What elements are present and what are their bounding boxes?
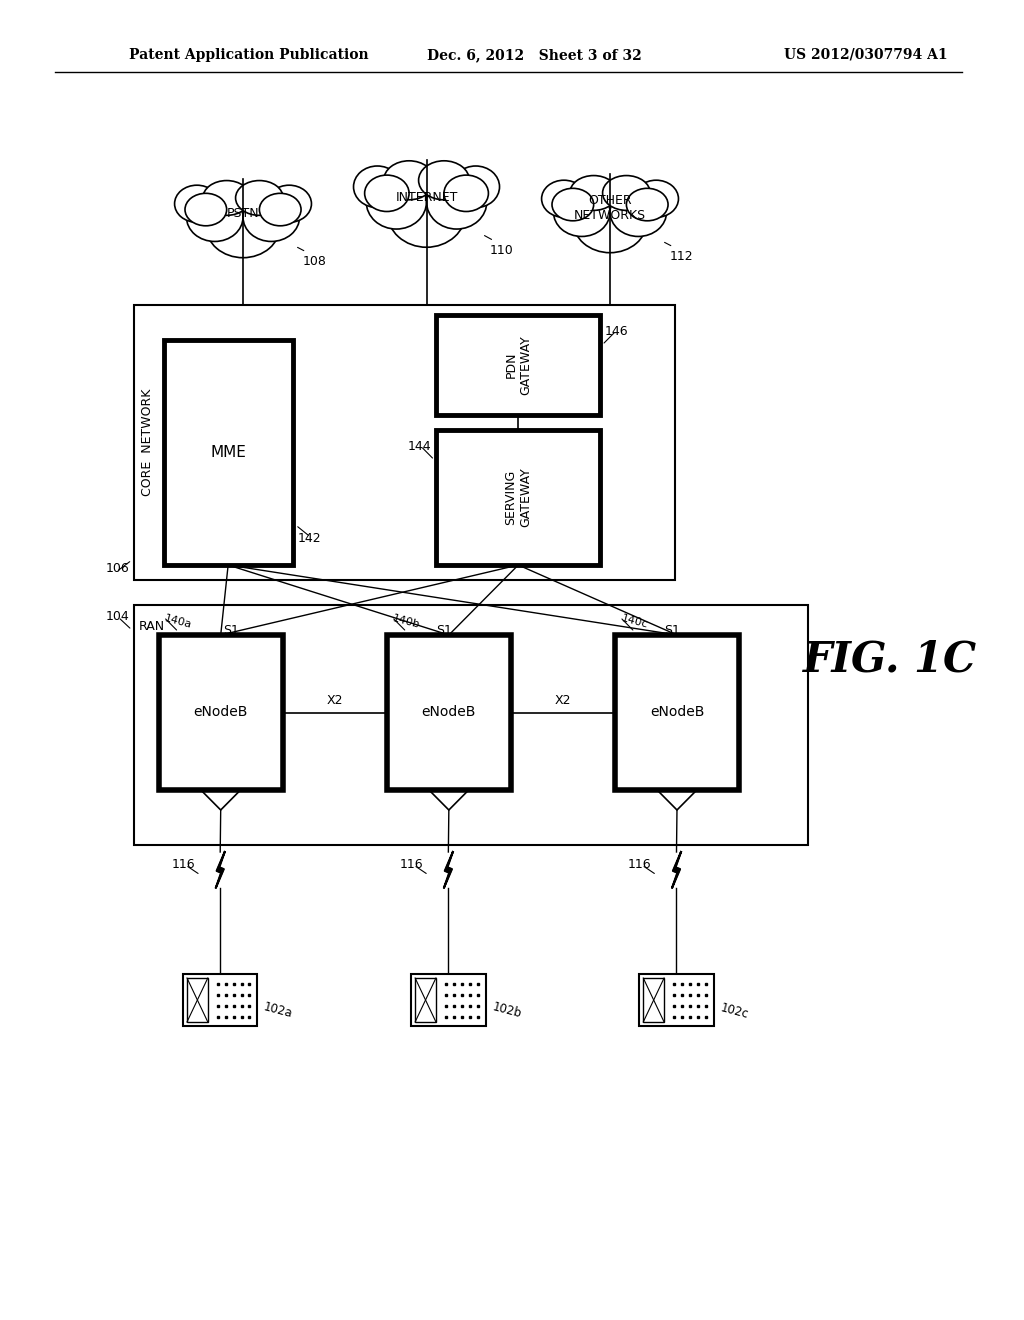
Text: eNodeB: eNodeB [194, 705, 248, 719]
Ellipse shape [259, 193, 301, 226]
Text: OTHER
NETWORKS: OTHER NETWORKS [574, 194, 646, 222]
Ellipse shape [452, 166, 500, 207]
Text: 102c: 102c [719, 1001, 750, 1020]
Text: 104: 104 [105, 610, 129, 623]
Text: 140a: 140a [164, 612, 194, 630]
Ellipse shape [174, 185, 219, 222]
Text: S1: S1 [665, 623, 680, 636]
Text: eNodeB: eNodeB [650, 705, 705, 719]
Ellipse shape [243, 193, 300, 242]
Text: X2: X2 [327, 694, 343, 708]
Ellipse shape [572, 189, 647, 252]
Text: X2: X2 [555, 694, 571, 708]
Ellipse shape [610, 187, 667, 236]
Text: SERVING
GATEWAY: SERVING GATEWAY [504, 467, 532, 528]
Text: 140b: 140b [392, 612, 422, 630]
Ellipse shape [419, 161, 469, 199]
Ellipse shape [367, 174, 427, 230]
Text: Dec. 6, 2012   Sheet 3 of 32: Dec. 6, 2012 Sheet 3 of 32 [427, 48, 641, 62]
Text: 142: 142 [298, 532, 322, 545]
Text: 144: 144 [408, 440, 431, 453]
Bar [159, 635, 283, 789]
Text: RAN: RAN [138, 620, 165, 634]
Bar [436, 315, 600, 414]
Ellipse shape [267, 185, 311, 222]
Ellipse shape [427, 174, 486, 230]
Text: S1: S1 [222, 623, 239, 636]
Text: 108: 108 [302, 255, 327, 268]
Text: 146: 146 [605, 325, 629, 338]
Ellipse shape [444, 176, 488, 211]
Ellipse shape [554, 187, 610, 236]
Text: 116: 116 [400, 858, 424, 871]
Bar [643, 978, 665, 1022]
Text: 106: 106 [105, 562, 129, 576]
Text: 116: 116 [172, 858, 196, 871]
Ellipse shape [186, 193, 243, 242]
Polygon shape [672, 851, 681, 888]
Bar [412, 974, 485, 1026]
Bar [387, 635, 511, 789]
Ellipse shape [627, 189, 668, 220]
Text: US 2012/0307794 A1: US 2012/0307794 A1 [783, 48, 947, 62]
Text: MME: MME [210, 445, 246, 459]
Polygon shape [443, 851, 453, 888]
Bar [183, 974, 257, 1026]
Ellipse shape [236, 181, 284, 215]
Ellipse shape [552, 189, 594, 220]
Text: FIG. 1C: FIG. 1C [804, 639, 978, 681]
Ellipse shape [602, 176, 650, 210]
Text: INTERNET: INTERNET [395, 190, 458, 203]
Ellipse shape [203, 181, 251, 215]
Bar [134, 305, 675, 579]
Ellipse shape [570, 176, 617, 210]
Bar [639, 974, 714, 1026]
Text: 116: 116 [628, 858, 651, 871]
Text: 110: 110 [490, 244, 514, 257]
Text: PDN
GATEWAY: PDN GATEWAY [504, 335, 532, 395]
Text: 140c: 140c [620, 614, 649, 630]
Text: 102a: 102a [262, 1001, 294, 1020]
Text: 112: 112 [670, 249, 693, 263]
Ellipse shape [365, 176, 409, 211]
Ellipse shape [384, 161, 434, 199]
Bar [187, 978, 208, 1022]
Bar [615, 635, 739, 789]
Ellipse shape [185, 193, 226, 226]
Bar [436, 430, 600, 565]
Text: PSTN: PSTN [226, 206, 259, 219]
Ellipse shape [542, 181, 586, 218]
Polygon shape [216, 851, 224, 888]
Text: eNodeB: eNodeB [422, 705, 476, 719]
Bar [415, 978, 436, 1022]
Text: CORE  NETWORK: CORE NETWORK [141, 389, 155, 496]
Bar [164, 341, 293, 565]
Ellipse shape [353, 166, 401, 207]
Ellipse shape [634, 181, 679, 218]
Text: 102b: 102b [490, 1001, 522, 1020]
Bar [134, 605, 808, 845]
Ellipse shape [206, 194, 281, 257]
Text: S1: S1 [436, 623, 452, 636]
Ellipse shape [387, 176, 466, 247]
Text: Patent Application Publication: Patent Application Publication [129, 48, 369, 62]
